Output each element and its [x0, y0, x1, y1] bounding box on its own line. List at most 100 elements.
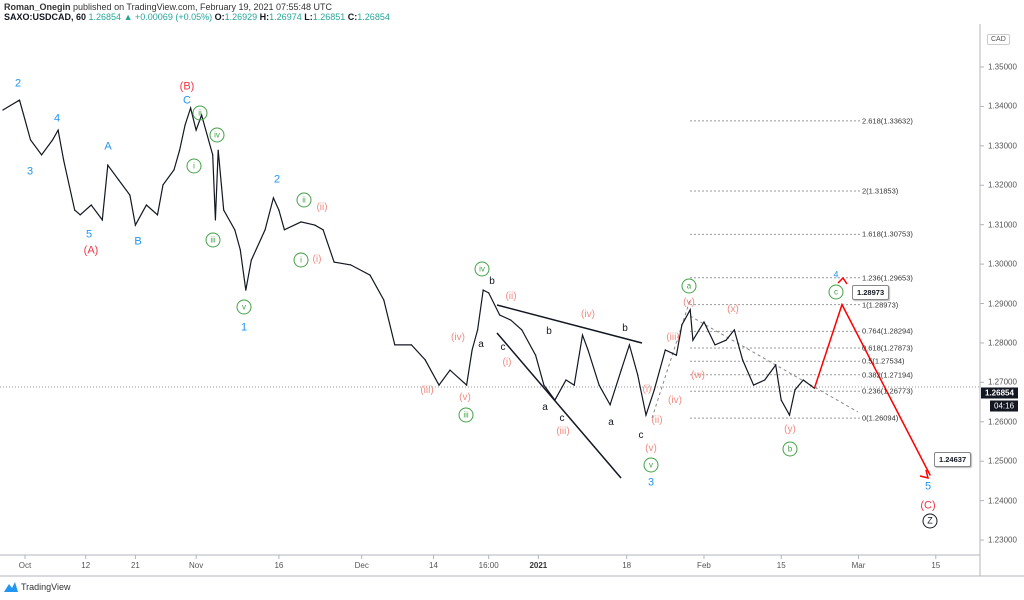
wave-label-black[interactable]: c — [638, 430, 644, 441]
wave-label-black[interactable]: b — [622, 323, 628, 334]
price-tick-label: 1.34000 — [988, 101, 1017, 111]
wave-label-blue[interactable]: 4 — [53, 112, 61, 125]
wave-label-pink[interactable]: (i) — [642, 384, 652, 395]
wave-label-blue[interactable]: A — [104, 140, 112, 153]
wave-label-pink[interactable]: (y) — [784, 424, 796, 435]
dashed-trendline[interactable] — [689, 315, 859, 413]
price-point — [587, 349, 589, 351]
fib-level-label: 0(1.26094) — [862, 413, 899, 423]
wave-label-green[interactable]: i — [186, 158, 202, 174]
price-point — [29, 139, 32, 141]
bar-countdown: 04:16 — [990, 400, 1019, 412]
price-point — [350, 264, 352, 266]
wave-label-green[interactable]: i — [293, 252, 309, 268]
price-point — [184, 124, 186, 126]
wave-label-pink[interactable]: (x) — [727, 304, 739, 315]
wave-label-green[interactable]: ii — [192, 105, 208, 121]
wave-label-green[interactable]: v — [643, 457, 659, 473]
price-point — [118, 179, 120, 181]
wave-label-green[interactable]: v — [236, 299, 252, 315]
price-tick-label: 1.25000 — [988, 456, 1017, 466]
wave-label-green[interactable]: b — [782, 441, 798, 457]
price-point — [278, 209, 280, 211]
wave-label-blue[interactable]: C — [183, 94, 191, 107]
price-point — [195, 129, 197, 131]
price-tick-label: 1.33000 — [988, 141, 1017, 151]
trendline-upper[interactable] — [496, 304, 643, 344]
price-point — [499, 314, 501, 316]
wave-label-blue[interactable]: 3 — [26, 165, 34, 178]
price-point — [79, 214, 81, 216]
tradingview-logo[interactable]: TradingView — [4, 582, 71, 592]
price-point — [234, 229, 236, 231]
wave-label-blue[interactable]: 3 — [647, 476, 655, 489]
price-point — [18, 99, 21, 101]
wave-label-pink[interactable]: (ii) — [651, 415, 663, 426]
wave-label-pink[interactable]: (v) — [645, 443, 657, 454]
wave-label-green[interactable]: iii — [458, 407, 474, 423]
price-point — [214, 219, 217, 221]
wave-label-blue[interactable]: 2 — [14, 77, 22, 90]
currency-button[interactable]: CAD — [987, 34, 1010, 45]
wave-label-green[interactable]: a — [681, 278, 697, 294]
wave-label-black[interactable]: b — [546, 326, 552, 337]
fib-level-label: 0.618(1.27873) — [862, 343, 913, 353]
price-point — [145, 204, 148, 206]
wave-label-pink[interactable]: (v) — [459, 392, 471, 403]
wave-label-blue[interactable]: B — [134, 235, 142, 248]
author-name[interactable]: Roman_Onegin — [4, 2, 71, 12]
wave-label-blue[interactable]: 1 — [240, 321, 248, 334]
wave-label-pink[interactable]: (ii) — [505, 291, 517, 302]
wave-label-pink[interactable]: (w) — [691, 370, 705, 381]
wave-label-blue[interactable]: 5 — [924, 480, 932, 493]
wave-label-black[interactable]: b — [489, 276, 495, 287]
wave-label-green[interactable]: iv — [474, 261, 490, 277]
fib-extension[interactable] — [690, 120, 860, 419]
wave-label-blackc[interactable]: Z — [922, 513, 938, 529]
price-point — [788, 414, 791, 416]
wave-label-pink[interactable]: (iv) — [451, 332, 465, 343]
dashed-fib-base[interactable] — [651, 299, 691, 419]
wave-label-black[interactable]: a — [608, 417, 614, 428]
wave-label-green[interactable]: iv — [209, 127, 225, 143]
wave-label-red[interactable]: (A) — [83, 244, 99, 257]
wave-label-pink[interactable]: (iv) — [668, 395, 682, 406]
price-point — [245, 289, 247, 291]
wave-label-black[interactable]: a — [478, 339, 484, 350]
wave-label-pink[interactable]: (i) — [502, 357, 512, 368]
wave-label-pink[interactable]: (iii) — [666, 332, 680, 343]
wave-label-red[interactable]: (B) — [179, 80, 195, 93]
wave-label-green[interactable]: ii — [296, 192, 312, 208]
price-point — [369, 274, 371, 276]
price-point — [272, 197, 274, 199]
fib-level-label: 1(1.28973) — [862, 300, 899, 310]
wave-label-red[interactable]: (C) — [920, 499, 936, 512]
price-point — [521, 329, 523, 331]
wave-label-blue[interactable]: 2 — [273, 173, 281, 186]
wave-label-green[interactable]: c — [828, 284, 844, 300]
price-tick-label: 1.24000 — [988, 496, 1017, 506]
wave-label-pink[interactable]: (v) — [683, 297, 695, 308]
trendline-lower[interactable] — [496, 332, 622, 479]
price-point — [725, 339, 727, 341]
wave-label-pink[interactable]: (iii) — [420, 385, 434, 396]
price-point — [764, 379, 766, 381]
price-point — [107, 164, 109, 166]
wave-label-pink[interactable]: (iv) — [581, 309, 595, 320]
wave-label-blue[interactable]: 5 — [85, 228, 93, 241]
wave-label-blue[interactable]: 4 — [833, 269, 839, 280]
wave-label-green[interactable]: iii — [205, 232, 221, 248]
wave-label-pink[interactable]: (iii) — [556, 426, 570, 437]
wave-label-black[interactable]: a — [542, 402, 548, 413]
price-tick-label: 1.27000 — [988, 377, 1017, 387]
price-point — [90, 204, 92, 206]
wave-label-pink[interactable]: (i) — [312, 254, 322, 265]
symbol-legend: SAXO:USDCAD, 60 1.26854 ▲ +0.00069 (+0.0… — [4, 12, 390, 22]
wave-label-black[interactable]: c — [500, 342, 506, 353]
projection-path[interactable] — [813, 302, 931, 476]
wave-label-black[interactable]: c — [559, 413, 565, 424]
target-callout-high: 1.28973 — [852, 285, 890, 300]
price-tick-label: 1.28000 — [988, 338, 1017, 348]
wave-label-pink[interactable]: (ii) — [316, 202, 328, 213]
